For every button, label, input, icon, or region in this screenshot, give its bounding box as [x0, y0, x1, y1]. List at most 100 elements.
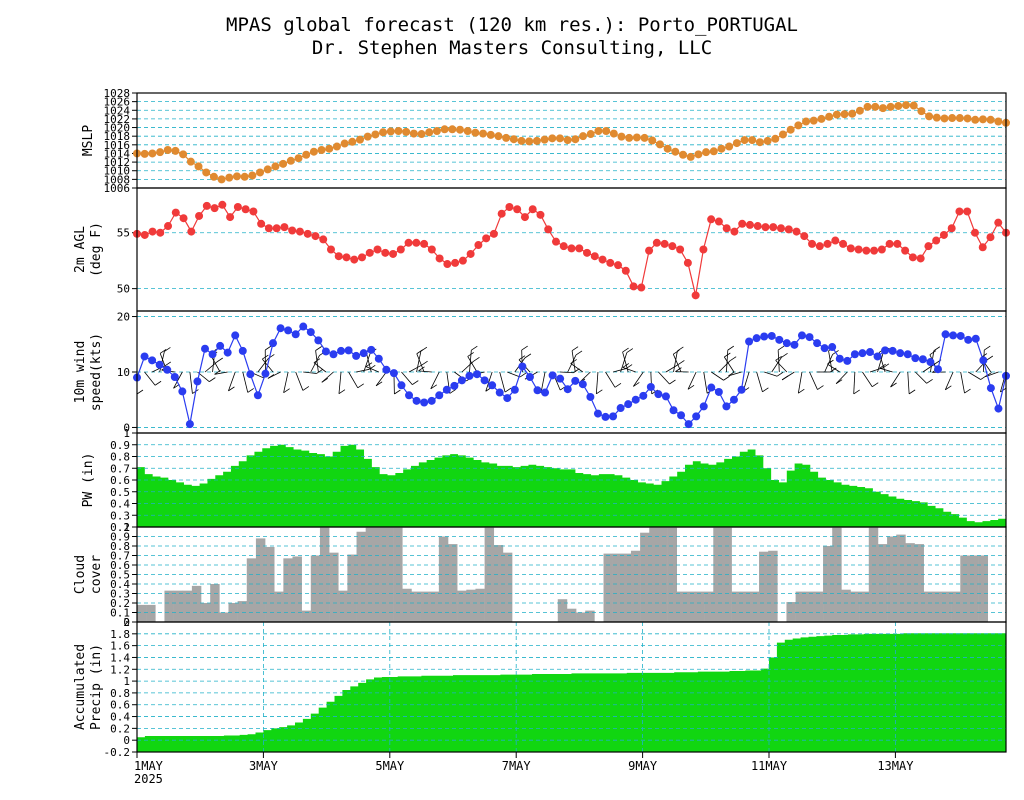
mslp-point	[248, 171, 257, 180]
x-tick-label: 11MAY	[751, 759, 788, 773]
wind-point	[185, 420, 194, 429]
wind-point	[374, 354, 383, 363]
y-tick-label: 0.4	[110, 498, 130, 511]
wind-barb	[665, 364, 679, 373]
temp-point	[691, 291, 700, 300]
wind-barb-flag	[890, 382, 897, 388]
wind-point	[722, 402, 731, 411]
wind-barb-flag	[473, 357, 480, 362]
y-tick-label: 1022	[104, 113, 131, 126]
y-tick-label: 1018	[104, 130, 131, 143]
wind-barb	[467, 356, 478, 373]
mslp-point	[802, 117, 811, 126]
wind-barb	[303, 371, 317, 374]
y-tick-label: 0.3	[110, 588, 130, 601]
mslp-point	[671, 147, 680, 156]
wind-barb-flag	[929, 350, 937, 355]
wind-point	[797, 331, 806, 340]
wind-barb-flag	[776, 371, 784, 377]
mslp-point	[778, 130, 787, 139]
cloud-bar	[603, 553, 613, 622]
wind-barb	[570, 363, 584, 373]
mslp-point	[525, 137, 534, 146]
mslp-point	[755, 138, 764, 147]
cloud-bar	[448, 544, 458, 622]
cloud-bar	[265, 546, 275, 622]
cloud-bar	[557, 599, 568, 622]
mslp-point	[909, 101, 918, 110]
mslp-point	[855, 106, 864, 115]
cloud-bar	[740, 591, 751, 622]
wind-point	[231, 331, 240, 340]
cloud-bar	[228, 603, 238, 622]
cloud-bar	[164, 590, 174, 622]
wind-barb-flag	[313, 358, 321, 364]
wind-barb-flag	[570, 359, 577, 364]
wind-barb	[890, 371, 901, 388]
wind-barb-flag	[209, 377, 216, 382]
wind-barb-flag	[265, 345, 272, 351]
mslp-point	[540, 135, 549, 144]
wind-barb-flag	[321, 377, 329, 383]
cloud-bar	[191, 585, 202, 622]
chart-subtitle: Dr. Stephen Masters Consulting, LLC	[312, 37, 712, 59]
temp-point	[241, 205, 250, 214]
mslp-point	[848, 109, 857, 118]
wind-barb-flag	[524, 353, 532, 359]
wind-barb	[430, 371, 440, 390]
mslp-point	[294, 154, 303, 163]
wind-barb-flag	[945, 385, 952, 391]
temp-point	[295, 227, 304, 236]
wind-barb	[375, 371, 387, 387]
wind-point	[480, 376, 489, 385]
mslp-point	[356, 135, 365, 144]
temp-point	[210, 204, 219, 213]
cloud-bar	[841, 589, 851, 622]
y-tick-label: 50	[117, 283, 130, 296]
wind-barb	[622, 367, 636, 373]
temp-point	[645, 246, 654, 255]
mslp-point	[386, 127, 395, 136]
mslp-point	[894, 101, 903, 110]
temp-point	[606, 258, 615, 267]
wind-point	[503, 394, 512, 403]
temp-point	[621, 266, 630, 275]
temp-point	[901, 246, 910, 255]
wind-barb-flag	[216, 357, 223, 363]
wind-barb-flag	[626, 348, 634, 353]
temp-point	[908, 253, 917, 262]
mslp-point	[971, 115, 980, 124]
y-tick-label: 0.2	[110, 722, 130, 735]
y-tick-label: 0.4	[110, 711, 130, 724]
temp-point	[668, 242, 677, 251]
mslp-point	[948, 114, 957, 123]
cloud-bar	[585, 610, 595, 622]
mslp-point	[994, 117, 1003, 126]
temp-point	[551, 237, 560, 246]
temp-point	[753, 222, 762, 231]
wind-barb-flag	[394, 389, 401, 395]
mslp-point	[494, 132, 503, 141]
cloud-bar	[896, 534, 906, 622]
temp-point	[389, 249, 398, 258]
temp-point	[862, 246, 871, 255]
wind-barb-flag	[781, 375, 789, 381]
wind-barb	[968, 371, 981, 380]
wind-point	[949, 331, 958, 340]
wind-barb	[797, 371, 803, 394]
cloud-bar	[182, 590, 193, 622]
wind-point	[201, 344, 210, 353]
y-tick-label: 1	[123, 427, 130, 440]
mslp-point	[256, 168, 265, 177]
temp-point	[885, 239, 894, 248]
wind-barb	[728, 371, 742, 377]
wind-point	[525, 372, 534, 381]
cloud-bar	[749, 591, 760, 622]
cloud-bar	[411, 591, 421, 622]
temp-point	[373, 245, 382, 254]
wind-barb-flag	[164, 347, 171, 352]
mslp-point	[832, 110, 841, 119]
temp-point	[955, 207, 964, 216]
wind-point	[556, 374, 565, 383]
